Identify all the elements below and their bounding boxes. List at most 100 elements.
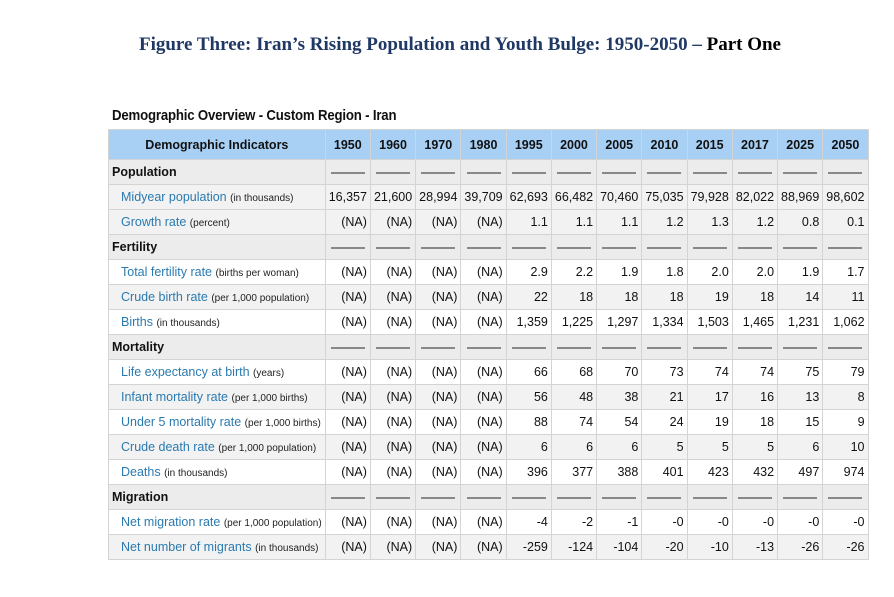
value-cell: 1,225: [550, 309, 598, 335]
value-cell: (NA): [460, 309, 507, 335]
indicator-link[interactable]: Total fertility rate: [121, 265, 213, 279]
dash-line: [376, 171, 411, 174]
dash-line: [511, 246, 546, 249]
dash-line: [602, 246, 637, 249]
value-cell: 21,600: [369, 184, 417, 210]
section-dash-cell: [822, 234, 869, 260]
value-cell: 2.0: [731, 259, 779, 285]
year-header: 2050: [822, 129, 869, 160]
dash-line: [783, 496, 818, 499]
dash-line: [602, 346, 637, 349]
dash-line: [466, 496, 501, 499]
value-cell: 68: [550, 359, 598, 385]
value-cell: -0: [777, 509, 824, 535]
value-cell: 401: [641, 459, 688, 485]
dash-line: [647, 496, 682, 499]
value-cell: 1,359: [505, 309, 552, 335]
value-cell: (NA): [324, 509, 371, 535]
dash-line: [466, 346, 501, 349]
table-row: Midyear population (in thousands) 16,357 2…: [108, 184, 869, 210]
indicator-link[interactable]: Net number of migrants: [121, 540, 252, 554]
section-dash-cell: [731, 159, 779, 185]
value-cell: 1,503: [686, 309, 733, 335]
value-cell: 1.9: [596, 259, 643, 285]
value-cell: 18: [550, 284, 598, 310]
section-dash-cell: [324, 484, 371, 510]
value-cell: 9: [822, 409, 869, 435]
value-cell: 1.3: [686, 209, 733, 235]
value-cell: 66,482: [550, 184, 598, 210]
year-header: 1950: [324, 129, 371, 160]
section-dash-cell: [460, 159, 507, 185]
value-cell: (NA): [415, 434, 462, 460]
indicator-link[interactable]: Crude death rate: [121, 440, 215, 454]
section-row: Population: [108, 159, 869, 185]
value-cell: 66: [505, 359, 552, 385]
section-dash-cell: [822, 484, 869, 510]
value-cell: (NA): [369, 284, 417, 310]
indicator-cell: Crude death rate (per 1,000 population): [108, 434, 326, 460]
indicator-link[interactable]: Midyear population: [121, 190, 227, 204]
indicator-link[interactable]: Under 5 mortality rate: [121, 415, 242, 429]
table-row: Infant mortality rate (per 1,000 births)…: [108, 384, 869, 410]
indicator-unit: (percent): [189, 218, 230, 229]
table-caption: Demographic Overview - Custom Region - I…: [112, 107, 397, 124]
value-cell: (NA): [415, 359, 462, 385]
value-cell: -4: [505, 509, 552, 535]
dash-line: [828, 171, 863, 174]
value-cell: (NA): [324, 384, 371, 410]
value-cell: 0.8: [777, 209, 824, 235]
dash-line: [511, 346, 546, 349]
indicator-unit: (in thousands): [255, 543, 319, 554]
value-cell: (NA): [324, 434, 371, 460]
value-cell: (NA): [460, 459, 507, 485]
value-cell: (NA): [415, 284, 462, 310]
dash-line: [556, 246, 591, 249]
value-cell: (NA): [460, 534, 507, 560]
value-cell: 15: [777, 409, 824, 435]
year-header: 1970: [415, 129, 462, 160]
value-cell: 8: [822, 384, 869, 410]
value-cell: (NA): [460, 359, 507, 385]
indicator-link[interactable]: Deaths: [121, 465, 161, 479]
dash-line: [421, 246, 456, 249]
section-dash-cell: [369, 484, 417, 510]
section-dash-cell: [596, 234, 643, 260]
value-cell: (NA): [369, 209, 417, 235]
value-cell: (NA): [324, 259, 371, 285]
value-cell: (NA): [369, 384, 417, 410]
section-dash-cell: [596, 159, 643, 185]
year-header: 2015: [686, 129, 733, 160]
header-label: Demographic Indicators: [108, 129, 326, 160]
dash-line: [692, 246, 727, 249]
indicator-link[interactable]: Infant mortality rate: [121, 390, 228, 404]
value-cell: 82,022: [731, 184, 779, 210]
section-dash-cell: [550, 234, 598, 260]
section-dash-cell: [505, 159, 552, 185]
section-dash-cell: [641, 159, 688, 185]
table-row: Net migration rate (per 1,000 population…: [108, 509, 869, 535]
year-header: 1960: [369, 129, 417, 160]
section-name: Mortality: [108, 334, 326, 360]
value-cell: 1,465: [731, 309, 779, 335]
indicator-link[interactable]: Crude birth rate: [121, 290, 208, 304]
dash-line: [828, 496, 863, 499]
indicator-cell: Births (in thousands): [108, 309, 326, 335]
section-name: Fertility: [108, 234, 326, 260]
value-cell: -0: [731, 509, 779, 535]
year-header: 1995: [505, 129, 552, 160]
value-cell: (NA): [415, 509, 462, 535]
value-cell: 5: [731, 434, 779, 460]
section-dash-cell: [505, 484, 552, 510]
section-dash-cell: [369, 234, 417, 260]
indicator-link[interactable]: Net migration rate: [121, 515, 221, 529]
year-header: 2000: [550, 129, 598, 160]
section-dash-cell: [731, 234, 779, 260]
dash-line: [376, 246, 411, 249]
value-cell: 0.1: [822, 209, 869, 235]
section-dash-cell: [369, 334, 417, 360]
indicator-link[interactable]: Births: [121, 315, 153, 329]
value-cell: 5: [641, 434, 688, 460]
indicator-link[interactable]: Life expectancy at birth: [121, 365, 250, 379]
indicator-link[interactable]: Growth rate: [121, 215, 187, 229]
